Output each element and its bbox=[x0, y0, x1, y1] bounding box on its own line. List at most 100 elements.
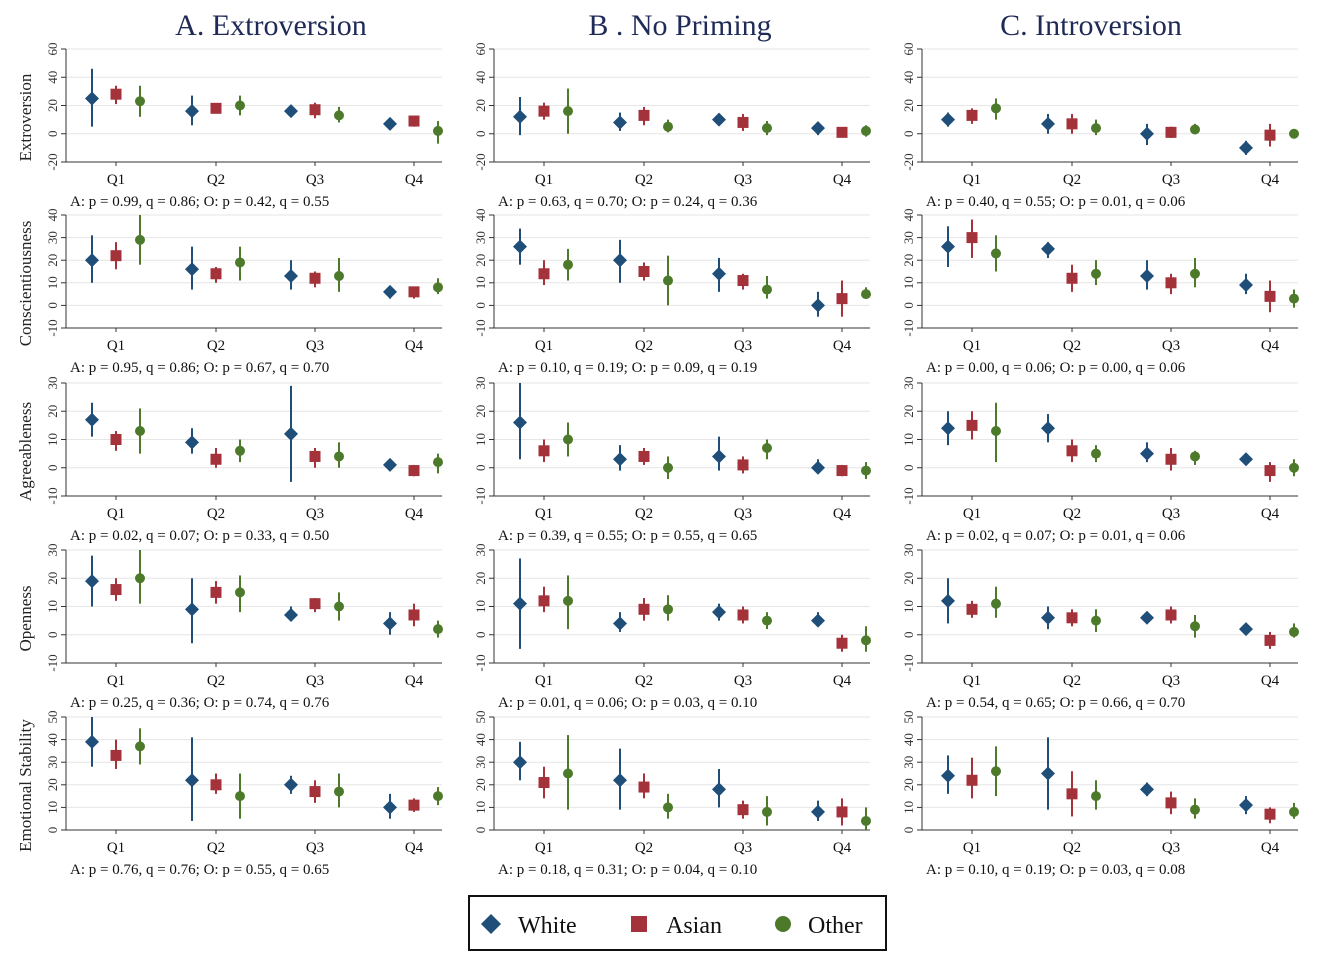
p-value-text: A: p = 0.99, q = 0.86; O: p = 0.42, q = … bbox=[70, 194, 329, 210]
point-white bbox=[383, 457, 397, 472]
x-tick-label: Q3 bbox=[306, 338, 324, 354]
point-other bbox=[1289, 626, 1299, 637]
x-tick-label: Q1 bbox=[963, 338, 981, 354]
y-tick-label: 50 bbox=[45, 711, 60, 724]
panel-r1-c0: -10 0 10 20 30 40 Q1 Q2 Q3 Q4 A: p = 0.95, q = 0.8… bbox=[45, 209, 443, 376]
point-other bbox=[991, 766, 1001, 777]
x-tick-label: Q1 bbox=[107, 840, 125, 856]
point-white bbox=[284, 607, 298, 622]
point-other bbox=[433, 791, 443, 802]
x-tick-label: Q3 bbox=[306, 673, 324, 689]
point-other bbox=[235, 587, 245, 598]
point-other bbox=[1190, 621, 1200, 632]
x-tick-label: Q4 bbox=[1261, 506, 1280, 522]
x-tick-label: Q2 bbox=[1063, 172, 1081, 188]
point-other bbox=[563, 768, 573, 779]
point-asian bbox=[836, 465, 848, 477]
y-tick-label: 20 bbox=[473, 572, 488, 585]
y-tick-label: 0 bbox=[45, 465, 60, 472]
column-titles: A. Extroversion B . No Priming C. Introv… bbox=[175, 9, 1182, 42]
y-tick-label: 30 bbox=[473, 231, 488, 244]
point-white bbox=[1140, 610, 1154, 625]
point-asian bbox=[408, 609, 420, 621]
p-value-text: A: p = 0.40, q = 0.55; O: p = 0.01, q = … bbox=[926, 194, 1186, 210]
x-tick-label: Q3 bbox=[306, 506, 324, 522]
y-tick-label: 50 bbox=[901, 711, 916, 724]
point-asian bbox=[1066, 612, 1078, 624]
y-tick-label: 0 bbox=[45, 131, 60, 138]
point-other bbox=[433, 457, 443, 468]
x-tick-label: Q3 bbox=[734, 673, 752, 689]
point-white bbox=[185, 602, 199, 617]
point-white bbox=[185, 104, 199, 119]
panel-r0-c0: -20 0 20 40 60 Q1 Q2 Q3 Q4 A: p = 0.99, q = 0.86;… bbox=[45, 43, 443, 210]
y-tick-label: 10 bbox=[473, 801, 488, 814]
point-white bbox=[941, 593, 955, 608]
y-tick-label: -10 bbox=[901, 319, 916, 336]
x-tick-label: Q3 bbox=[734, 172, 752, 188]
x-tick-label: Q1 bbox=[107, 506, 125, 522]
point-white bbox=[811, 460, 825, 475]
point-other bbox=[433, 624, 443, 635]
y-tick-label: -10 bbox=[473, 654, 488, 671]
y-tick-label: 20 bbox=[45, 99, 60, 112]
x-tick-label: Q4 bbox=[833, 840, 852, 856]
point-asian bbox=[1066, 788, 1078, 800]
point-other bbox=[334, 601, 344, 612]
point-other bbox=[663, 802, 673, 813]
point-white bbox=[941, 112, 955, 127]
y-tick-label: -10 bbox=[901, 654, 916, 671]
point-asian bbox=[110, 250, 122, 262]
point-other bbox=[861, 289, 871, 300]
y-tick-label: -20 bbox=[473, 153, 488, 170]
point-asian bbox=[1165, 609, 1177, 621]
point-asian bbox=[638, 266, 650, 277]
point-white bbox=[513, 596, 527, 611]
point-other bbox=[991, 248, 1001, 259]
panel-r3-c1: -10 0 10 20 30 Q1 Q2 Q3 Q4 A: p = 0.01, q = 0.06;… bbox=[473, 544, 871, 711]
point-white bbox=[85, 574, 99, 589]
point-other bbox=[135, 573, 145, 584]
point-other bbox=[1091, 123, 1101, 134]
point-white bbox=[1140, 446, 1154, 461]
point-asian bbox=[309, 104, 321, 116]
x-tick-label: Q2 bbox=[207, 338, 225, 354]
y-tick-label: 0 bbox=[473, 302, 488, 309]
point-other bbox=[1289, 462, 1299, 473]
point-other bbox=[762, 442, 772, 453]
y-tick-label: 10 bbox=[473, 433, 488, 446]
point-other bbox=[1091, 448, 1101, 459]
point-white bbox=[811, 121, 825, 136]
x-tick-label: Q2 bbox=[635, 673, 653, 689]
y-tick-label: 30 bbox=[45, 544, 60, 557]
y-tick-label: 20 bbox=[45, 254, 60, 267]
point-white bbox=[712, 782, 726, 797]
point-other bbox=[563, 595, 573, 606]
point-white bbox=[85, 734, 99, 749]
x-tick-label: Q4 bbox=[1261, 338, 1280, 354]
x-tick-label: Q3 bbox=[1162, 506, 1180, 522]
point-other bbox=[135, 741, 145, 752]
legend-diamond-icon bbox=[481, 914, 501, 934]
legend-circle-icon bbox=[775, 916, 791, 932]
x-tick-label: Q2 bbox=[635, 506, 653, 522]
point-white bbox=[1041, 766, 1055, 781]
legend-label-white: White bbox=[518, 913, 577, 939]
x-tick-label: Q4 bbox=[405, 506, 424, 522]
point-white bbox=[1041, 610, 1055, 625]
point-other bbox=[135, 426, 145, 437]
y-tick-label: 40 bbox=[473, 71, 488, 84]
point-asian bbox=[836, 637, 848, 649]
point-white bbox=[712, 266, 726, 281]
point-asian bbox=[110, 749, 122, 761]
point-white bbox=[811, 804, 825, 819]
point-asian bbox=[638, 450, 650, 462]
x-tick-label: Q3 bbox=[734, 338, 752, 354]
y-tick-label: 40 bbox=[473, 209, 488, 222]
p-value-text: A: p = 0.63, q = 0.70; O: p = 0.24, q = … bbox=[498, 194, 758, 210]
p-value-text: A: p = 0.10, q = 0.19; O: p = 0.03, q = … bbox=[926, 862, 1185, 878]
column-title-a: A. Extroversion bbox=[175, 9, 367, 42]
point-white bbox=[85, 412, 99, 427]
x-tick-label: Q2 bbox=[207, 172, 225, 188]
point-other bbox=[1289, 128, 1299, 139]
